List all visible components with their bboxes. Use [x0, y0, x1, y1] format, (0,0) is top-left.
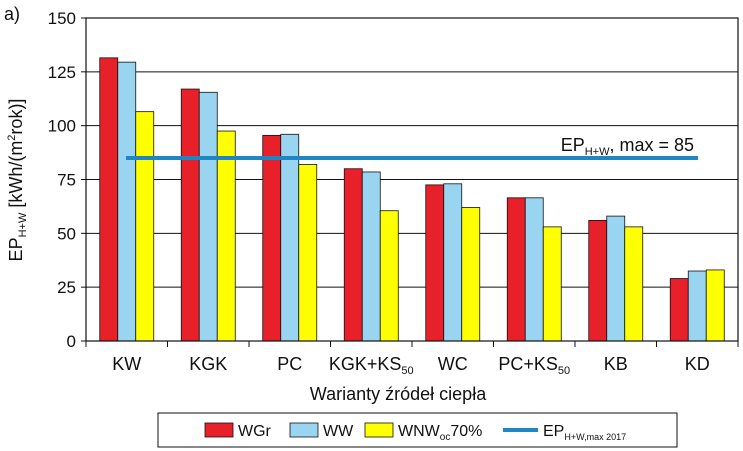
- bar-wgr-6: [588, 220, 608, 342]
- bar-wgr-4: [425, 184, 445, 342]
- legend-swatch: [204, 422, 234, 438]
- x-tick-labels: KW KGK PC KGK+KS50 WC PC+KS50 KB KD: [112, 354, 710, 377]
- legend-swatch: [364, 422, 394, 438]
- bar-ww-5: [524, 197, 544, 342]
- legend-entry: WW: [323, 423, 354, 440]
- y-tick-label: 25: [57, 278, 76, 297]
- x-tick-label: KB: [604, 354, 628, 374]
- bar-wnwoc70-4: [461, 207, 481, 342]
- bar-ww-6: [606, 215, 626, 342]
- bar-wgr-0: [99, 57, 119, 342]
- y-tick-label: 0: [67, 332, 76, 351]
- y-tick-label: 50: [57, 224, 76, 243]
- legend-swatch: [289, 422, 319, 438]
- x-axis-label: Warianty źródeł ciepła: [310, 384, 487, 404]
- reference-line-label: EPH+W, max = 85: [561, 135, 694, 158]
- bar-wnwoc70-2: [298, 164, 318, 342]
- legend-entry: WGr: [238, 423, 272, 440]
- axes: [81, 17, 739, 347]
- x-tick-label: KW: [112, 354, 141, 374]
- x-tick-label: KGK+KS50: [329, 354, 414, 377]
- bar-wgr-2: [262, 134, 282, 342]
- y-tick-labels: 0 25 50 75 100 125 150: [48, 9, 76, 351]
- bar-wnwoc70-1: [216, 130, 236, 342]
- bar-wnwoc70-7: [705, 269, 725, 342]
- bars: [99, 57, 725, 342]
- bar-ww-0: [117, 61, 137, 342]
- x-tick-label: PC+KS50: [498, 354, 570, 377]
- bar-wgr-7: [669, 278, 689, 342]
- y-tick-label: 75: [57, 171, 76, 190]
- bar-ww-2: [280, 133, 300, 342]
- bar-ww-7: [687, 270, 707, 342]
- legend-entry: WNWoc70%: [398, 423, 482, 443]
- y-tick-label: 150: [48, 9, 76, 28]
- x-tick-label: KD: [685, 354, 710, 374]
- x-tick-label: KGK: [189, 354, 227, 374]
- bar-wgr-5: [506, 197, 526, 342]
- y-axis-label: EPH+W [kWh/(m2rok)]: [6, 99, 29, 262]
- bar-ww-4: [443, 183, 463, 342]
- bar-wgr-1: [180, 88, 200, 342]
- bar-wgr-3: [343, 168, 363, 342]
- panel-label: a): [4, 4, 20, 24]
- bar-wnwoc70-3: [379, 210, 399, 342]
- bar-wnwoc70-6: [624, 226, 644, 342]
- y-tick-label: 100: [48, 117, 76, 136]
- y-tick-label: 125: [48, 63, 76, 82]
- legend-box: [157, 412, 678, 448]
- x-tick-label: PC: [277, 354, 302, 374]
- legend-entry: EPH+W,max 2017: [543, 423, 626, 442]
- legend: WGr WW WNWoc70% EPH+W,max 2017: [157, 412, 678, 448]
- bar-ww-1: [198, 91, 218, 342]
- x-tick-label: WC: [438, 354, 468, 374]
- bar-wnwoc70-0: [135, 111, 155, 342]
- reference-line: EPH+W, max = 85: [126, 135, 698, 160]
- bar-ww-3: [361, 171, 381, 342]
- bar-wnwoc70-5: [542, 226, 562, 342]
